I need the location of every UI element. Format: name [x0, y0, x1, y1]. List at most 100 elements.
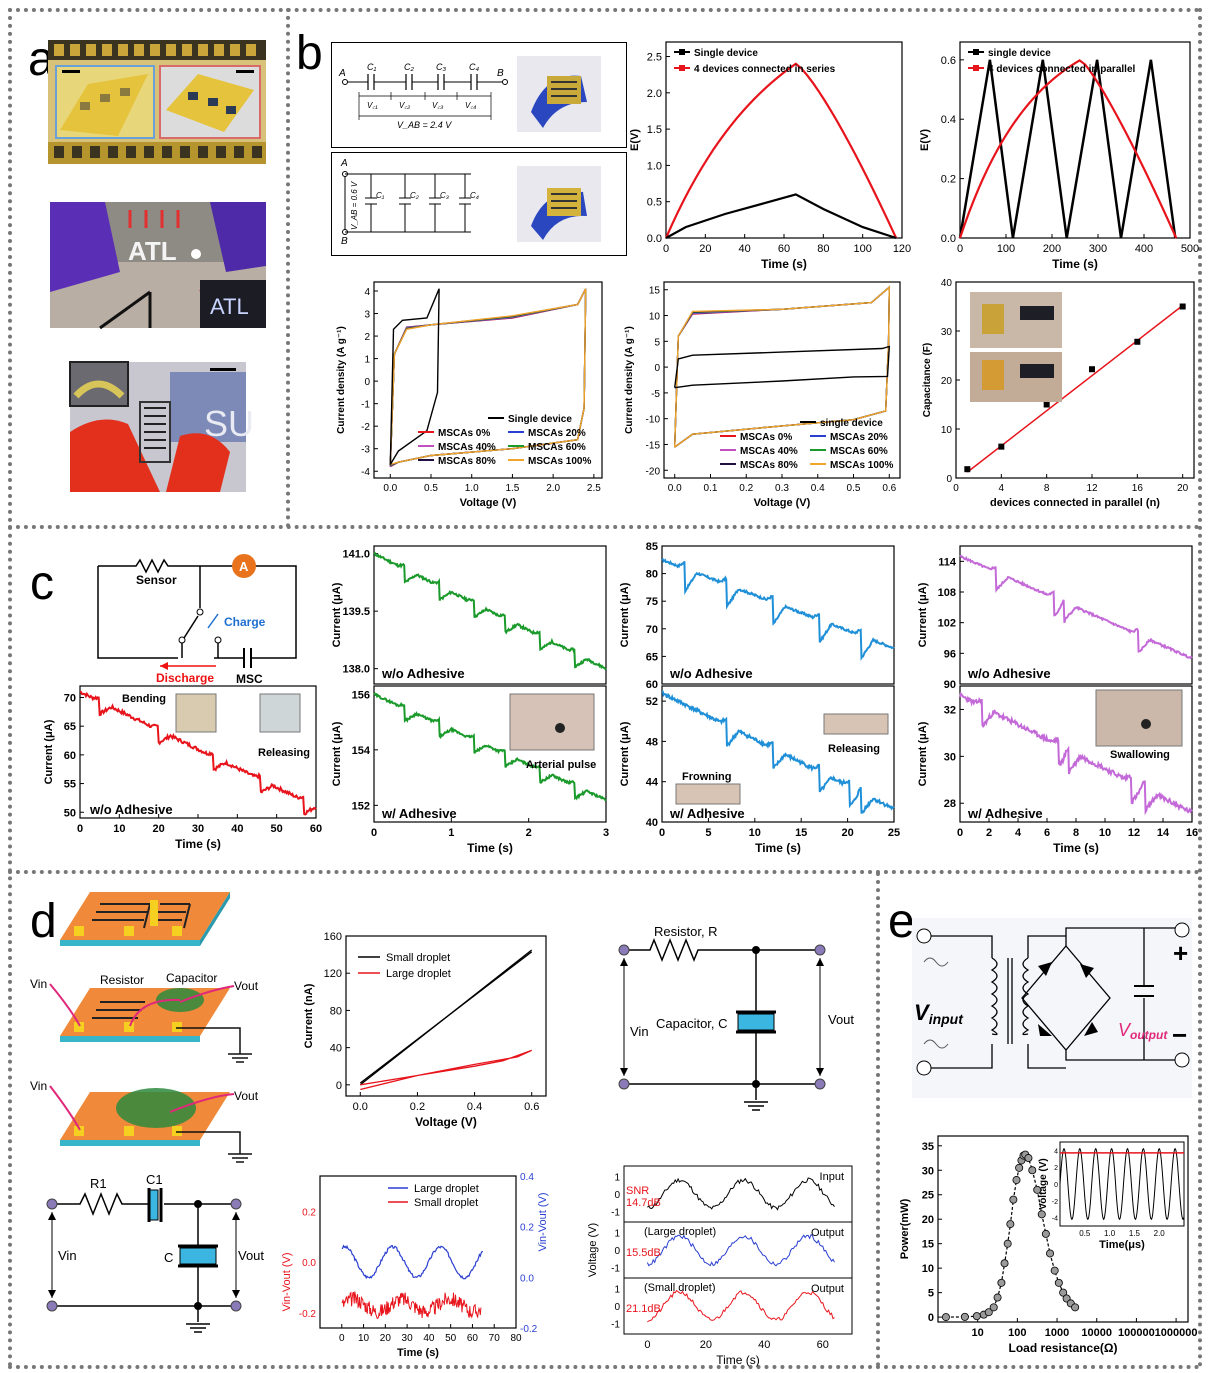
x-tick-label: 0.1 [704, 483, 718, 494]
x-tick-label: 80 [510, 1333, 522, 1344]
y-tick-label: 0 [946, 474, 952, 485]
panel-label-e: e [888, 895, 915, 948]
x-tick-label: 0.5 [424, 483, 438, 494]
inset-band-2 [1020, 364, 1054, 378]
vab-parallel: V_AB = 0.6 V [350, 181, 359, 230]
y-tick-label: 1.5 [647, 124, 662, 136]
c-swallow-chart: 90 96 102 108 114 Current (μA) 0 2 4 6 8 10 12 14 16 28… [917, 545, 1198, 855]
inset-sensor-dot [555, 723, 565, 733]
legend-label: Large droplet [414, 1183, 479, 1195]
y-tick-label: 20 [941, 376, 953, 387]
y-tick-label: 30 [941, 327, 953, 338]
x-axis-label: Voltage (V) [754, 497, 811, 509]
x-axis-label: devices connected in parallel (n) [990, 497, 1160, 509]
y-tick-label: 32 [944, 704, 956, 716]
plot-frame [959, 41, 1191, 239]
data-point [1179, 303, 1186, 310]
vinput-sub: input [929, 1011, 965, 1027]
x-tick-label: 400 [1135, 243, 1153, 255]
power-point [1041, 1229, 1050, 1238]
inset-x-tick: 1.0 [1104, 1229, 1116, 1238]
charge-label: Charge [224, 615, 266, 629]
vc4: V꜀₄ [465, 101, 476, 110]
parallel-circuit-box: A B C₁ C₂ C₃ C₄ V_AB = 0.6 V [331, 152, 627, 256]
y-tick-label: 2.5 [647, 52, 662, 64]
inset-throat-dot [1141, 719, 1151, 729]
gcd-parallel-chart: 0 100 200 300 400 500 0.0 0.2 0.4 0.6 Time (s) E(V)… [919, 41, 1199, 271]
x-tick-label: 10000 [1081, 1327, 1112, 1339]
x-tick-label: 2.5 [587, 483, 601, 494]
x-tick-label: 40 [231, 823, 243, 835]
y-axis-label-right: Vin-Vout (V) [537, 1192, 549, 1251]
inset-x-tick: 2.0 [1154, 1229, 1166, 1238]
x-axis-label: Time (s) [467, 841, 513, 855]
plot-frame [319, 1175, 517, 1329]
power-point [1006, 1220, 1015, 1229]
inset-photo-forehead-2 [823, 713, 889, 735]
inset-x-tick: 1.5 [1129, 1229, 1141, 1238]
rectifier-circuit: Vinput Voutput + − [912, 918, 1192, 1098]
x-tick-label: 40 [423, 1333, 435, 1344]
power-load-chart: 10 100 1000 10000 100000 10000000510152025303… [899, 1135, 1198, 1355]
x-tick-label: 1000 [1045, 1327, 1069, 1339]
x-tick-label: 12 [1128, 827, 1140, 839]
power-point [984, 1308, 993, 1317]
annotation-releasing-c3: Releasing [828, 743, 880, 755]
x-axis-label: Time (s) [1053, 841, 1099, 855]
x-tick-label: 20 [841, 827, 853, 839]
inset-photo-throat [1095, 689, 1183, 747]
y-tick-label: -4 [361, 467, 370, 478]
y-axis-label: Current (μA) [917, 721, 929, 786]
c-frown-chart: 60 65 70 75 80 85 Current (μA) 0 5 10 15 20 25 40 44 48… [619, 541, 900, 855]
y-tick-label: 80 [646, 569, 658, 581]
snr-row-label: Input [820, 1171, 844, 1183]
node-a: A [338, 68, 346, 79]
legend-label: Small droplet [414, 1197, 478, 1209]
power-point [960, 1312, 969, 1321]
x-tick-label: 1 [448, 827, 454, 839]
ammeter-icon [232, 554, 256, 578]
y-axis-label: Current (μA) [43, 719, 55, 784]
inset-device-1 [982, 304, 1004, 334]
x-tick-label: 50 [271, 823, 283, 835]
snr-row-sub: (Small droplet) [644, 1282, 716, 1294]
adhesive-tag: w/ Adhesive [967, 806, 1043, 821]
x-tick-label: 0 [957, 243, 963, 255]
data-point [1043, 401, 1050, 408]
y-tick-label: -20 [646, 466, 661, 477]
x-tick-label: 300 [1089, 243, 1107, 255]
legend-label: MSCAs 0% [740, 432, 792, 443]
x-tick-label: 5 [705, 827, 711, 839]
adhesive-tag: w/o Adhesive [967, 666, 1051, 681]
plot-frame [373, 685, 607, 823]
y-tick-label: 80 [330, 1005, 342, 1017]
y-tick-label-left: 0.2 [302, 1207, 316, 1218]
annotation-bending: Bending [122, 693, 166, 705]
legend-label: 4 devices connected in series [694, 64, 836, 75]
series-line-4-parallel [958, 59, 1178, 239]
y-tick-label: 10 [649, 312, 661, 323]
x-axis-label: Time (s) [397, 1347, 439, 1359]
rc-circuit-large: Resistor, R Capacitor, C Vin Vout [618, 924, 854, 1111]
power-point [1071, 1303, 1080, 1312]
y-tick-label: 138.0 [342, 664, 370, 676]
small-vout-label: Vout [238, 1248, 264, 1263]
x-tick-label: 80 [817, 243, 829, 255]
vc2: V꜀₂ [399, 101, 410, 110]
iv-large-loop [360, 1049, 532, 1091]
x-tick-label: 100000 [1118, 1327, 1155, 1339]
x-axis-label: Voltage (V) [460, 497, 517, 509]
y-tick-label: 102 [938, 618, 956, 630]
y-tick-label: 40 [646, 817, 658, 829]
y-tick-label: 65 [646, 651, 658, 663]
y-tick-label: 4 [364, 287, 370, 298]
x-tick-label: 12 [1086, 483, 1098, 494]
snr-row-label: Output [811, 1227, 844, 1239]
y-tick-label: 139.5 [342, 606, 370, 618]
power-point [941, 1313, 950, 1322]
y-tick-label: -2 [361, 422, 370, 433]
cv-loop-5 [389, 288, 587, 466]
y-tick-label: 0.4 [941, 114, 956, 126]
x-tick-label: 4 [999, 483, 1005, 494]
legend-marker [973, 65, 979, 71]
